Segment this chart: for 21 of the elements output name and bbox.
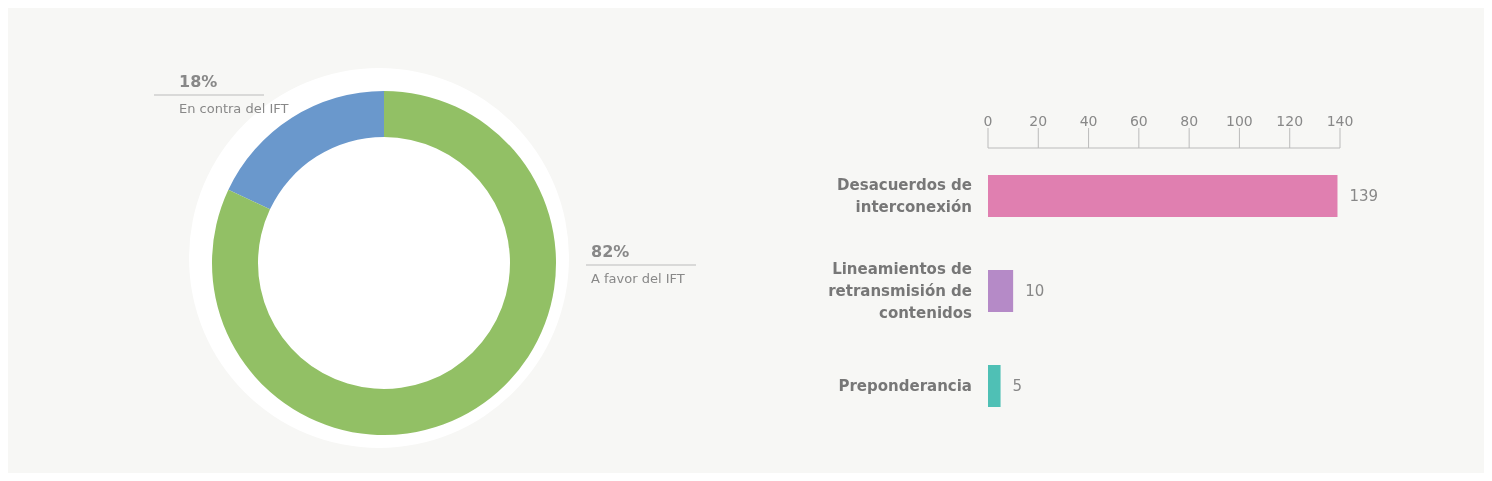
bar bbox=[988, 175, 1338, 217]
bar bbox=[988, 365, 1001, 407]
y-tick-label: Lineamientos de retransmisión de contenidos bbox=[828, 259, 973, 322]
data-label: 139 bbox=[1349, 187, 1379, 206]
slice-label: En contra del IFT bbox=[179, 101, 289, 116]
data-label: 5 bbox=[1012, 377, 1023, 396]
bar bbox=[988, 270, 1014, 312]
data-label: 10 bbox=[1025, 282, 1045, 301]
x-tick-label: 0 bbox=[983, 113, 993, 129]
data-label: 82% bbox=[591, 242, 630, 261]
y-tick-label: Preponderancia bbox=[838, 376, 972, 395]
x-tick-label: 40 bbox=[1079, 113, 1098, 129]
x-tick-label: 80 bbox=[1180, 113, 1199, 129]
x-tick-label: 20 bbox=[1029, 113, 1048, 129]
slice-label: A favor del IFT bbox=[591, 271, 685, 286]
data-label: 18% bbox=[179, 72, 218, 91]
x-tick-label: 140 bbox=[1326, 113, 1354, 129]
x-tick-label: 100 bbox=[1226, 113, 1253, 129]
x-tick-label: 60 bbox=[1129, 113, 1148, 129]
y-tick-label: Desacuerdos de interconexión bbox=[837, 175, 972, 216]
x-tick-label: 120 bbox=[1276, 113, 1304, 129]
